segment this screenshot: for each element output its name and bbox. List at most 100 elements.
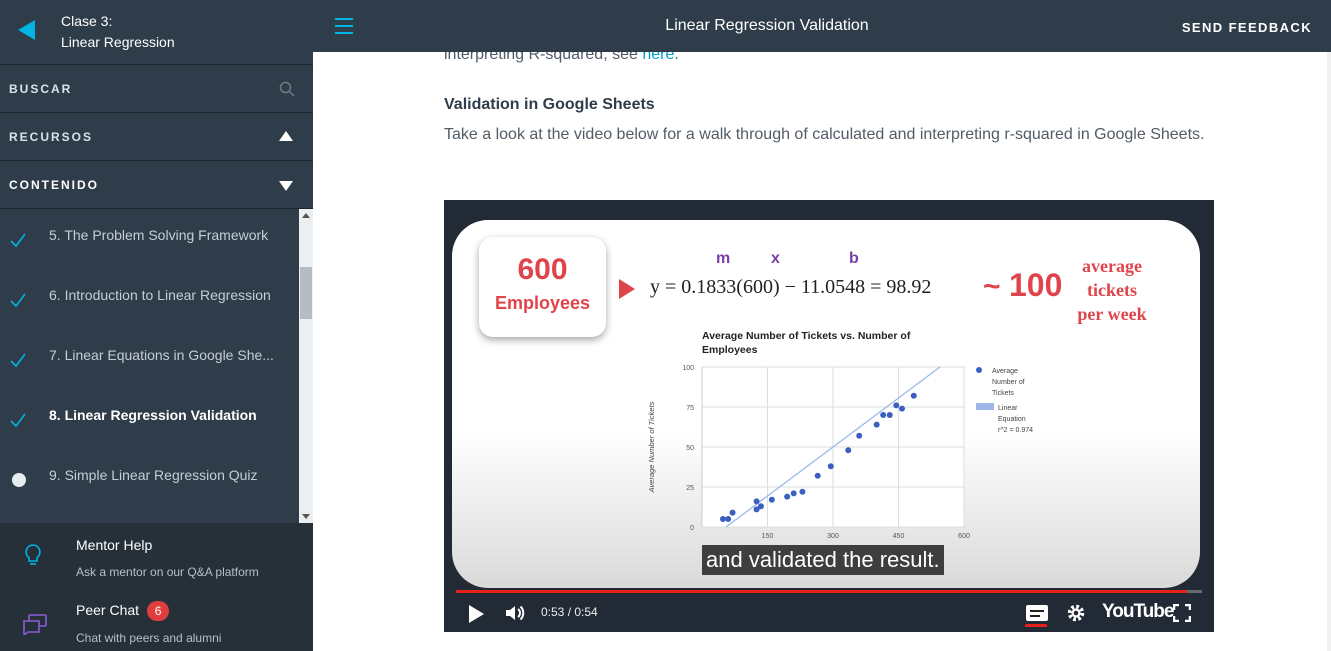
data-point <box>873 421 880 428</box>
scroll-down-icon[interactable] <box>302 514 310 519</box>
lesson-label: 7. Linear Equations in Google She... <box>49 347 274 363</box>
chart-title-line-2: Employees <box>702 344 758 356</box>
volume-icon[interactable] <box>503 601 527 625</box>
legend-label-points: Tickets <box>992 390 1014 397</box>
y-tick-label: 25 <box>686 485 694 492</box>
data-point <box>753 498 760 505</box>
checkmark-icon <box>10 293 26 308</box>
chart-title-line-1: Average Number of Tickets vs. Number of <box>702 330 911 342</box>
main-content: interpreting R-squared, see here. Valida… <box>313 52 1331 651</box>
incomplete-dot-icon <box>12 473 26 487</box>
y-axis-label: Average Number of Tickets <box>647 401 656 493</box>
page-scrollbar[interactable] <box>1327 52 1331 651</box>
data-point <box>856 432 863 439</box>
lesson-label: 5. The Problem Solving Framework <box>49 227 269 243</box>
play-icon[interactable] <box>469 605 484 623</box>
progress-fill <box>456 590 1188 593</box>
y-tick-label: 75 <box>686 405 694 412</box>
fullscreen-icon[interactable] <box>1173 604 1191 622</box>
mentor-help-subtitle: Ask a mentor on our Q&A platform <box>76 565 259 579</box>
data-point <box>845 447 852 454</box>
search-icon[interactable] <box>279 81 295 97</box>
data-point <box>799 488 806 495</box>
data-point <box>790 490 797 497</box>
video-frame[interactable]: 600 Employees m x b y = 0.1833(600) − 11… <box>452 220 1200 588</box>
data-point <box>725 516 732 522</box>
label-x: x <box>771 250 780 267</box>
checkmark-icon <box>10 353 26 368</box>
mentor-help-title: Mentor Help <box>76 537 153 553</box>
avg-line-2: tickets <box>1087 280 1137 300</box>
content-row[interactable]: CONTENIDO <box>0 161 313 209</box>
hamburger-menu-icon[interactable] <box>335 18 353 34</box>
lesson-label: 6. Introduction to Linear Regression <box>49 287 271 303</box>
section-heading: Validation in Google Sheets <box>444 96 655 113</box>
avg-line-1: average <box>1082 256 1142 276</box>
lesson-item[interactable]: 9. Simple Linear Regression Quiz <box>0 449 299 509</box>
legend-label-points: Number of <box>992 379 1025 386</box>
data-point <box>827 463 834 470</box>
x-tick-label: 450 <box>893 533 905 540</box>
collapse-up-icon[interactable] <box>279 131 293 141</box>
course-label: Clase 3: <box>61 13 113 29</box>
data-point <box>753 506 760 513</box>
search-row[interactable]: BUSCAR <box>0 65 313 113</box>
equation: y = 0.1833(600) − 11.0548 = 98.92 <box>650 276 932 298</box>
y-tick-label: 50 <box>686 445 694 452</box>
gear-icon[interactable] <box>1065 602 1087 624</box>
unread-badge: 6 <box>147 601 170 621</box>
chat-icon <box>23 614 47 635</box>
send-feedback-button[interactable]: SEND FEEDBACK <box>1181 20 1312 35</box>
partial-text-start: interpreting R-squared, see <box>444 52 643 63</box>
checkmark-icon <box>10 413 26 428</box>
result-number: 100 <box>1009 267 1063 303</box>
lesson-scrollbar[interactable] <box>299 209 313 523</box>
here-link[interactable]: here <box>642 52 675 63</box>
legend-label-line: r^2 = 0.974 <box>998 427 1033 434</box>
scroll-thumb[interactable] <box>300 267 312 319</box>
lesson-item-active[interactable]: 8. Linear Regression Validation <box>0 389 299 449</box>
y-tick-label: 100 <box>682 365 694 372</box>
search-label: BUSCAR <box>9 82 73 96</box>
mentor-help[interactable]: Mentor Help Ask a mentor on our Q&A plat… <box>0 529 313 589</box>
data-point <box>910 392 917 399</box>
data-point <box>814 472 821 479</box>
x-tick-label: 300 <box>827 533 839 540</box>
resources-row[interactable]: RECURSOS <box>0 113 313 161</box>
lesson-label: 9. Simple Linear Regression Quiz <box>49 467 258 483</box>
content-label: CONTENIDO <box>9 178 99 192</box>
data-point <box>893 402 900 409</box>
lesson-item[interactable]: 5. The Problem Solving Framework <box>0 209 299 269</box>
page-title: Linear Regression Validation <box>665 17 869 34</box>
checkmark-icon <box>10 233 26 248</box>
sidebar: Clase 3: Linear Regression BUSCAR RECURS… <box>0 0 313 651</box>
expand-down-icon[interactable] <box>279 181 293 191</box>
section-paragraph: Take a look at the video below for a wal… <box>444 126 1205 143</box>
peer-chat-label: Peer Chat <box>76 602 140 618</box>
lesson-item[interactable]: 7. Linear Equations in Google She... <box>0 329 299 389</box>
scroll-up-icon[interactable] <box>302 213 310 218</box>
employees-card: 600 Employees <box>479 237 606 337</box>
label-b: b <box>849 250 859 267</box>
trend-line <box>725 366 941 528</box>
data-point <box>886 412 893 418</box>
youtube-logo[interactable]: YouTube <box>1102 601 1174 622</box>
data-point <box>880 412 887 418</box>
lightbulb-icon <box>25 544 41 565</box>
legend-marker-line <box>976 403 994 410</box>
course-name: Linear Regression <box>61 34 175 50</box>
employees-label: Employees <box>494 293 591 313</box>
average-tickets-text: average tickets per week <box>1060 254 1164 326</box>
back-arrow-icon[interactable] <box>18 20 35 40</box>
scatter-chart: Average Number of Tickets vs. Number of E… <box>647 330 1033 540</box>
progress-bar[interactable] <box>456 590 1202 593</box>
lesson-item[interactable]: 6. Introduction to Linear Regression <box>0 269 299 329</box>
help-section: Mentor Help Ask a mentor on our Q&A plat… <box>0 523 313 651</box>
legend-label-points: Average <box>992 368 1018 375</box>
captions-icon[interactable] <box>1026 605 1048 621</box>
peer-chat[interactable]: Peer Chat 6 Chat with peers and alumni <box>0 595 313 651</box>
course-title: Clase 3: Linear Regression <box>61 11 175 53</box>
video-player[interactable]: 600 Employees m x b y = 0.1833(600) − 11… <box>444 200 1214 632</box>
data-point <box>898 405 905 412</box>
